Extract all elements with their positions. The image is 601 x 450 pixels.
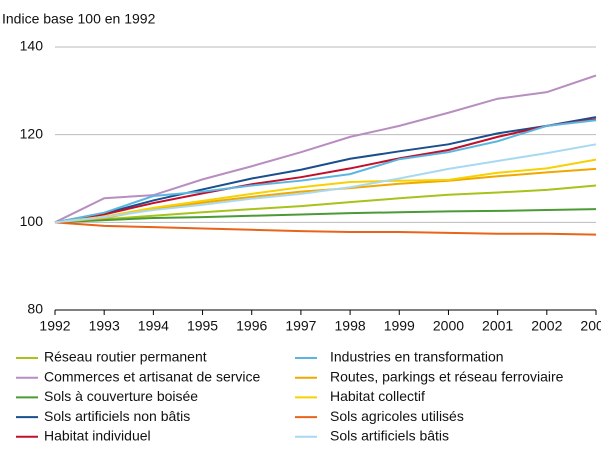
x-tick-label: 2003 [580, 318, 601, 334]
series-line [54, 208, 597, 224]
legend-label: Habitat collectif [330, 388, 425, 404]
x-tick-label: 1997 [285, 318, 316, 334]
y-axis-title: Indice base 100 en 1992 [2, 11, 156, 27]
y-tick-label: 120 [20, 125, 44, 141]
legend-label: Routes, parkings et réseau ferroviaire [330, 368, 564, 384]
series-line [54, 118, 597, 224]
x-tick-label: 1993 [89, 318, 120, 334]
legend-label: Sols artificiels bâtis [330, 428, 449, 444]
x-tick-label: 1999 [384, 318, 415, 334]
legend-label: Réseau routier permanent [44, 349, 207, 365]
legend-label: Sols artificiels non bâtis [44, 408, 190, 424]
x-tick-label: 1995 [187, 318, 218, 334]
series-line [54, 74, 597, 224]
legend-label: Sols à couverture boisée [44, 388, 198, 404]
series-line [54, 143, 597, 224]
x-tick-label: 1992 [39, 318, 70, 334]
y-tick-label: 80 [27, 301, 43, 317]
x-tick-label: 2001 [482, 318, 513, 334]
x-tick-label: 2000 [433, 318, 464, 334]
series-line [54, 221, 597, 236]
y-tick-label: 100 [20, 213, 44, 229]
series-line [54, 158, 597, 224]
legend-label: Sols agricoles utilisés [330, 408, 464, 424]
x-tick-label: 2002 [531, 318, 562, 334]
legend-label: Commerces et artisanat de service [44, 368, 261, 384]
x-tick-label: 1996 [236, 318, 267, 334]
series-line [54, 116, 597, 224]
legend-label: Habitat individuel [44, 428, 151, 444]
legend-label: Industries en transformation [330, 349, 504, 365]
series-line [54, 119, 597, 224]
y-tick-label: 140 [20, 38, 44, 54]
x-tick-label: 1998 [335, 318, 366, 334]
x-tick-label: 1994 [138, 318, 169, 334]
series-line [54, 184, 597, 224]
